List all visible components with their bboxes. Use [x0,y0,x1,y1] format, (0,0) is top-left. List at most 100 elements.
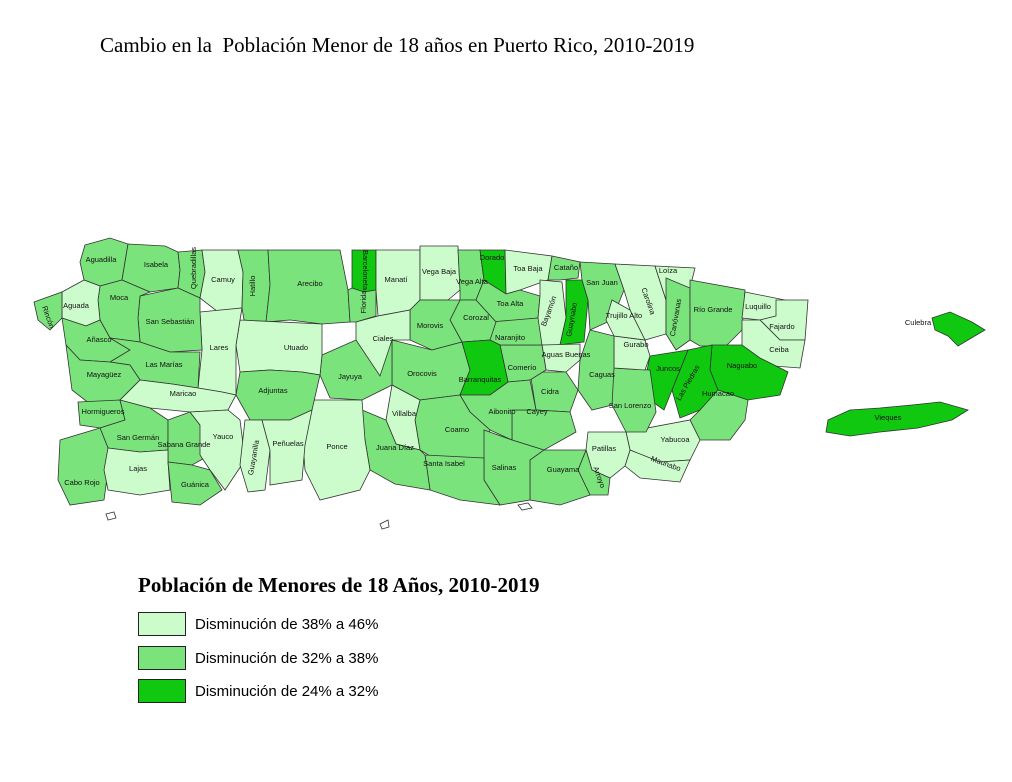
municipality-label-hormigueros: Hormigueros [82,407,125,416]
municipality-label-coamo: Coamo [445,425,469,434]
municipality-label-rio-grande: Río Grande [694,305,733,314]
municipality-label-aguadilla: Aguadilla [86,255,118,264]
municipality-label-cabo-rojo: Cabo Rojo [64,478,99,487]
map-title: Cambio en la Población Menor de 18 años … [100,33,695,57]
legend-title: Población de Menores de 18 Años, 2010-20… [138,573,540,597]
municipality-label-sabana-grande: Sabana Grande [158,440,211,449]
municipality-penuelas [261,409,313,486]
municipality-label-adjuntas: Adjuntas [258,386,287,395]
municipality-label-san-lorenzo: San Lorenzo [609,401,652,410]
municipality-label-manati: Manatí [385,275,409,284]
municipality-caguas [577,329,615,411]
municipality-label-hatillo: Hatillo [248,276,257,297]
municipality-label-vega-baja: Vega Baja [422,267,457,276]
municipality-ponce [299,399,371,501]
islet-0 [379,519,390,530]
municipality-cabo-rojo [57,427,109,506]
municipality-label-juncos: Juncos [656,364,680,373]
municipality-label-santa-isabel: Santa Isabel [423,459,465,468]
municipality-vieques [825,401,969,437]
municipality-utuado [235,319,323,376]
legend-swatch-light [138,612,186,636]
municipality-label-las-marias: Las Marías [145,360,182,369]
municipality-label-penuelas: Peñuelas [272,439,304,448]
municipality-label-catano: Cataño [554,263,578,272]
municipality-label-salinas: Salinas [492,463,517,472]
municipality-label-san-juan: San Juan [586,278,618,287]
municipality-label-juana-diaz: Juana Díaz [376,443,414,452]
legend-swatch-dark [138,679,186,703]
municipality-label-caguas: Caguas [589,370,615,379]
municipality-label-quebradillas: Quebradillas [189,247,198,289]
municipality-label-loiza: Loíza [659,266,678,275]
municipality-label-cayey: Cayey [526,407,548,416]
municipality-label-utuado: Utuado [284,343,308,352]
municipality-trujillo-alto [605,299,646,341]
municipality-label-ponce: Ponce [326,442,347,451]
municipality-label-corozal: Corozal [463,313,489,322]
municipality-label-ceiba: Ceiba [769,345,789,354]
municipality-yauco [189,409,246,491]
municipality-label-florida: Florida [359,290,368,314]
municipality-label-orocovis: Orocovis [407,369,437,378]
municipality-label-villalba: Villalba [392,409,417,418]
municipality-vega-baja [419,245,461,301]
legend-label-medium: Disminución de 32% a 38% [195,649,379,667]
municipality-label-moca: Moca [110,293,129,302]
municipality-label-trujillo-alto: Trujillo Alto [606,311,642,320]
municipality-label-gurabo: Gurabo [623,340,648,349]
municipality-label-patillas: Patillas [592,444,616,453]
legend-label-dark: Disminución de 24% a 32% [195,682,379,700]
municipality-label-luquillo: Luquillo [745,302,771,311]
municipality-label-san-german: San Germán [117,433,160,442]
municipality-label-ciales: Ciales [373,334,394,343]
municipality-label-culebra: Culebra [905,318,932,327]
municipality-label-cidra: Cidra [541,387,560,396]
municipality-lajas [103,447,171,496]
municipality-label-lares: Lares [210,343,229,352]
legend-label-light: Disminución de 38% a 46% [195,615,379,633]
municipality-label-maricao: Maricao [170,389,197,398]
legend-item-dark: Disminución de 24% a 32% [138,678,378,704]
municipality-label-aguada: Aguada [63,301,90,310]
islet-2 [105,511,117,521]
municipality-label-isabela: Isabela [144,260,169,269]
municipality-label-lajas: Lajas [129,464,147,473]
municipality-label-arecibo: Arecibo [297,279,322,288]
municipality-label-aibonito: Aibonito [488,407,515,416]
legend-item-medium: Disminución de 32% a 38% [138,645,378,671]
municipality-label-yauco: Yauco [213,432,234,441]
municipality-label-aguas-buenas: Aguas Buenas [542,350,591,359]
legend-swatch-medium [138,646,186,670]
municipality-label-mayaguez: Mayagüez [87,370,122,379]
municipality-label-toa-baja: Toa Baja [513,264,543,273]
municipality-catano [547,255,581,281]
municipality-label-vieques: Vieques [875,413,902,422]
municipality-label-morovis: Morovis [417,321,444,330]
municipality-label-barceloneta: Barceloneta [361,250,370,291]
municipality-label-camuy: Camuy [211,275,235,284]
municipality-label-fajardo: Fajardo [769,322,794,331]
legend-item-light: Disminución de 38% a 46% [138,611,378,637]
municipality-label-naguabo: Naguabo [727,361,757,370]
municipality-label-anasco: Añasco [86,335,111,344]
puerto-rico-map: Aguadilla Isabela Quebradillas Camuy Hatillo… [33,237,986,530]
municipality-san-lorenzo [611,367,657,433]
municipality-ciales [355,309,411,377]
municipality-label-dorado: Dorado [480,253,505,262]
municipality-label-guanica: Guánica [181,480,210,489]
municipality-guayama [529,449,591,506]
islet-1 [517,502,533,511]
municipality-label-barranquitas: Barranquitas [459,375,502,384]
municipality-label-naranjito: Naranjito [495,333,525,342]
municipality-rincon [33,291,63,331]
municipality-label-comerio: Comerío [508,363,537,372]
municipality-label-vega-alta: Vega Alta [456,277,489,286]
municipality-label-san-sebastian: San Sebastián [146,317,195,326]
municipality-guanica [167,461,223,506]
municipality-label-yabucoa: Yabucoa [660,435,690,444]
municipality-humacao [689,389,749,441]
municipality-label-humacao: Humacao [702,389,734,398]
municipality-label-toa-alta: Toa Alta [497,299,525,308]
